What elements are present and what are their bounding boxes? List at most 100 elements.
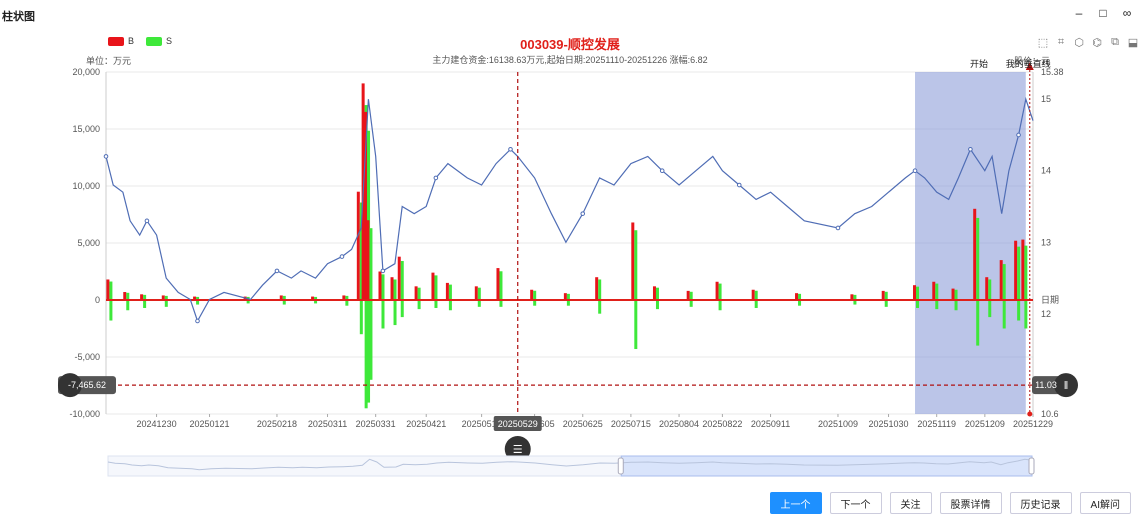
- bar-s-up: [884, 291, 888, 300]
- bar-s-up: [988, 279, 992, 300]
- close-icon[interactable]: ∞: [1122, 6, 1132, 20]
- bar-s-up: [935, 283, 939, 300]
- bar-b: [530, 289, 534, 300]
- bar-s: [1024, 300, 1028, 329]
- right-pointer-handle: [1054, 373, 1078, 398]
- x-axis-label: 日期: [1041, 295, 1059, 305]
- history-button[interactable]: 历史记录: [1009, 492, 1072, 514]
- bar-s: [364, 300, 368, 409]
- bar-s: [164, 300, 168, 307]
- price-point: [195, 318, 200, 324]
- bar-b: [123, 292, 127, 300]
- bar-b: [311, 296, 315, 300]
- y-left-tick-label: -5,000: [74, 352, 100, 362]
- y-left-tick-label: 20,000: [72, 67, 100, 77]
- bar-s-up: [1024, 245, 1028, 300]
- bar-s-up: [954, 289, 958, 300]
- bar-s: [369, 300, 373, 380]
- bar-s-up: [196, 296, 200, 300]
- x-tick-label: 20250218: [257, 419, 297, 429]
- chart-title: 003039-顺控发展: [520, 37, 620, 52]
- bar-b: [751, 289, 755, 300]
- y-left-tick-label: 15,000: [72, 124, 100, 134]
- bar-b: [1014, 240, 1018, 300]
- highlight-range[interactable]: [915, 72, 1026, 414]
- x-tick-label: 20251009: [818, 419, 858, 429]
- legend-swatch-b: [108, 36, 124, 46]
- bar-b: [985, 277, 989, 300]
- bar-b: [496, 268, 500, 300]
- bar-b: [106, 279, 110, 300]
- minimize-icon[interactable]: –: [1075, 6, 1083, 20]
- bar-b: [932, 281, 936, 300]
- y-right-tick-label: 13: [1041, 237, 1051, 247]
- bar-s-up: [689, 291, 693, 300]
- legend-item-b[interactable]: B: [108, 36, 134, 46]
- bar-b: [913, 285, 917, 300]
- bar-b: [431, 272, 435, 300]
- bar-s-up: [477, 287, 481, 300]
- bar-s: [798, 300, 802, 306]
- bar-s-up: [566, 293, 570, 300]
- next-button[interactable]: 下一个: [829, 492, 882, 514]
- bar-s-up: [345, 295, 349, 300]
- stock-detail-button[interactable]: 股票详情: [939, 492, 1002, 514]
- bar-s: [393, 300, 397, 326]
- bar-b: [973, 208, 977, 300]
- rect-select-icon[interactable]: ⬚: [1037, 37, 1049, 49]
- price-point: [339, 254, 345, 259]
- bar-s: [689, 300, 693, 307]
- lasso-select-icon[interactable]: ⌗: [1057, 36, 1065, 48]
- keep-select-icon[interactable]: ⬡: [1074, 37, 1084, 49]
- prev-button[interactable]: 上一个: [769, 492, 822, 514]
- bar-b: [474, 286, 478, 300]
- datazoom-slider[interactable]: [107, 455, 1035, 477]
- x-tick-label: 20251229: [1013, 419, 1053, 429]
- bar-s-up: [126, 292, 130, 300]
- legend-swatch-s: [146, 36, 163, 46]
- toolbox: ⬚ ⌗ ⬡ ⌬ ⧉ ⬓: [1037, 36, 1139, 49]
- legend: B S: [108, 36, 172, 46]
- legend-item-s[interactable]: S: [146, 36, 172, 46]
- ai-explain-button[interactable]: AI解问: [1079, 492, 1131, 514]
- chart-canvas[interactable]: 20,000 15,000 10,000 5,000 0 -5,000 -10,000 15…: [0, 0, 1139, 490]
- price-point: [835, 225, 841, 231]
- bar-series: [106, 83, 1028, 409]
- save-image-icon[interactable]: ⬓: [1127, 37, 1139, 49]
- bar-s-up: [655, 287, 659, 300]
- bar-s-up: [434, 275, 438, 300]
- bar-b: [445, 282, 449, 300]
- bar-b: [881, 290, 885, 300]
- bar-s: [916, 300, 920, 308]
- datazoom-handle-right: [1028, 457, 1035, 475]
- maximize-icon[interactable]: □: [1099, 6, 1107, 20]
- x-tick-label: 20250715: [611, 419, 651, 429]
- y-pointer-label: -7,465.62: [68, 380, 106, 390]
- price-point: [736, 182, 742, 188]
- y-right-ticks: 15.38 15 14 13 12 10.6: [1041, 67, 1064, 419]
- bar-s-up: [400, 261, 404, 300]
- bar-s-up: [634, 230, 638, 300]
- bar-s: [634, 300, 638, 350]
- bar-b: [279, 295, 283, 300]
- y-pointer-handle: [58, 373, 82, 398]
- bar-s: [754, 300, 758, 308]
- bar-b: [652, 286, 656, 300]
- legend-label-s: S: [166, 36, 173, 46]
- price-point: [380, 268, 386, 274]
- clear-select-icon[interactable]: ⌬: [1092, 37, 1102, 49]
- datazoom-preview: [107, 458, 1033, 471]
- window-title: 柱状图: [2, 11, 35, 23]
- bar-s: [533, 300, 537, 306]
- bar-s-up: [754, 290, 758, 300]
- bar-s: [417, 300, 421, 310]
- y-left-ticks: 20,000 15,000 10,000 5,000 0 -5,000 -10,000: [69, 67, 100, 419]
- bar-s: [976, 300, 980, 346]
- follow-button[interactable]: 关注: [889, 492, 932, 514]
- x-tick-label: 20241230: [137, 419, 177, 429]
- bar-b: [414, 286, 418, 300]
- restore-icon[interactable]: ⧉: [1111, 36, 1119, 48]
- legend-label-b: B: [128, 36, 135, 46]
- bar-s-up: [282, 295, 286, 300]
- bar-s: [434, 300, 438, 308]
